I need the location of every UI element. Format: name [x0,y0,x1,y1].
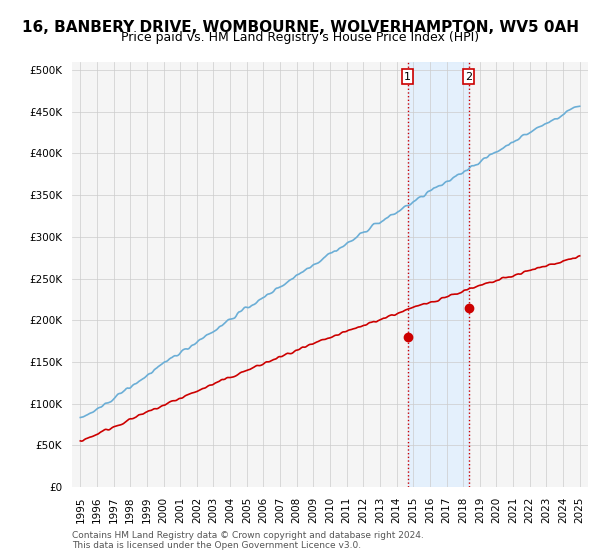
Text: Contains HM Land Registry data © Crown copyright and database right 2024.
This d: Contains HM Land Registry data © Crown c… [72,530,424,550]
Text: 2: 2 [465,72,472,82]
Bar [407,62,469,487]
Text: Price paid vs. HM Land Registry's House Price Index (HPI): Price paid vs. HM Land Registry's House … [121,31,479,44]
Text: 1: 1 [404,72,411,82]
Text: 16, BANBERY DRIVE, WOMBOURNE, WOLVERHAMPTON, WV5 0AH: 16, BANBERY DRIVE, WOMBOURNE, WOLVERHAMP… [22,20,578,35]
